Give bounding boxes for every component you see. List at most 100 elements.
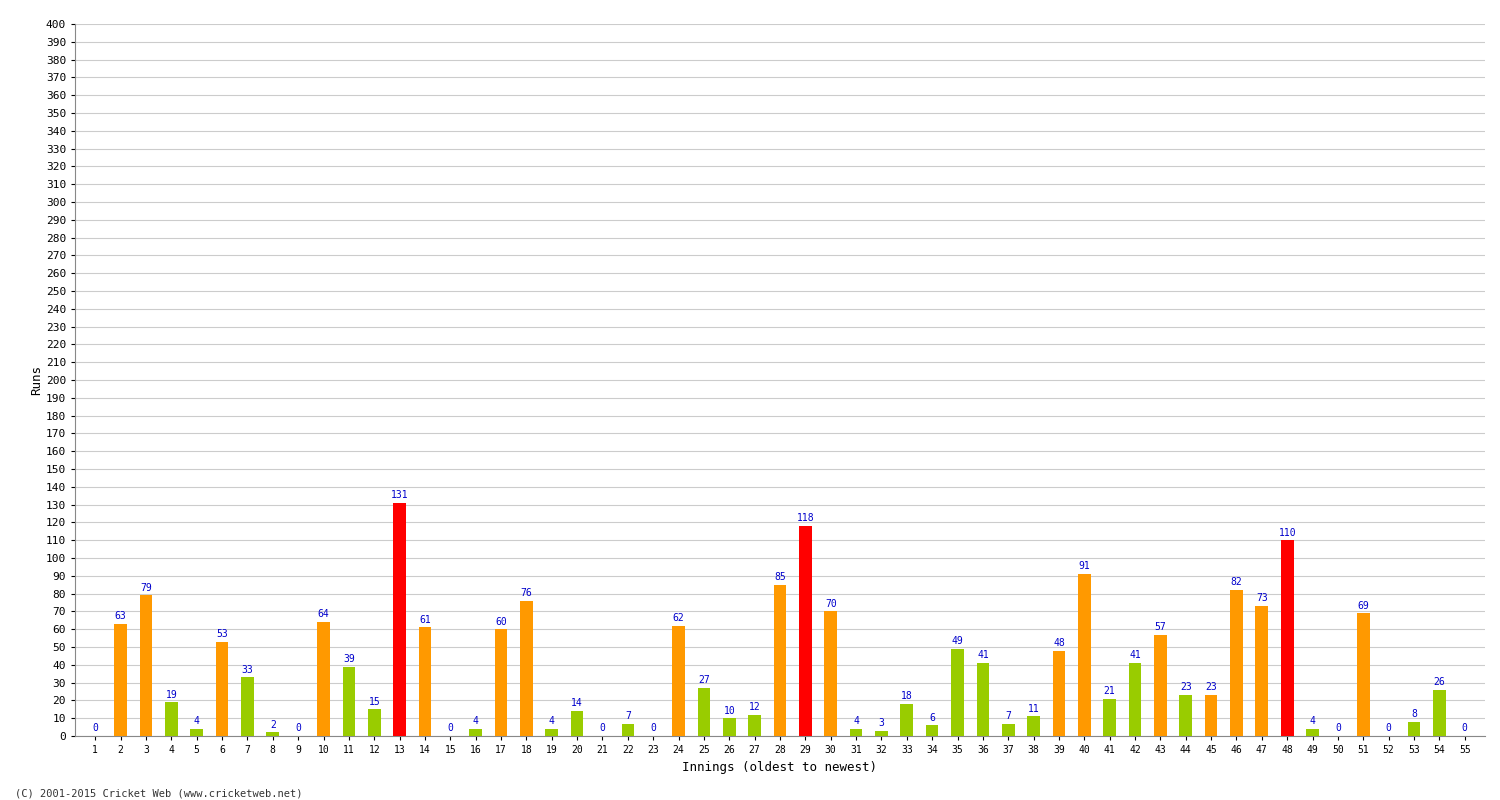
Bar	[1154, 634, 1167, 736]
Text: 4: 4	[549, 716, 555, 726]
Bar	[470, 729, 482, 736]
Text: 4: 4	[1310, 716, 1316, 726]
Text: 4: 4	[472, 716, 478, 726]
Text: 0: 0	[1386, 723, 1392, 734]
Text: 131: 131	[392, 490, 408, 500]
Text: 0: 0	[93, 723, 98, 734]
Bar	[849, 729, 862, 736]
Text: 0: 0	[600, 723, 606, 734]
Text: 19: 19	[165, 690, 177, 699]
Text: 64: 64	[318, 610, 330, 619]
Bar	[520, 601, 532, 736]
Text: 85: 85	[774, 572, 786, 582]
Bar	[723, 718, 735, 736]
Text: 3: 3	[879, 718, 885, 728]
Text: 60: 60	[495, 617, 507, 626]
Bar	[748, 714, 760, 736]
Bar	[216, 642, 228, 736]
Text: 73: 73	[1256, 594, 1268, 603]
Text: 11: 11	[1028, 704, 1039, 714]
Bar	[621, 723, 634, 736]
Bar	[419, 627, 432, 736]
Text: 41: 41	[1130, 650, 1142, 660]
Text: 49: 49	[951, 636, 963, 646]
Text: 21: 21	[1104, 686, 1116, 696]
Text: 69: 69	[1358, 601, 1370, 610]
Text: 82: 82	[1230, 578, 1242, 587]
Bar	[1256, 606, 1268, 736]
Bar	[1306, 729, 1318, 736]
Bar	[774, 585, 786, 736]
Text: 4: 4	[853, 716, 859, 726]
Text: 91: 91	[1078, 562, 1090, 571]
Text: 4: 4	[194, 716, 200, 726]
Text: 118: 118	[796, 514, 814, 523]
Bar	[242, 678, 254, 736]
Text: 0: 0	[1335, 723, 1341, 734]
Bar	[1078, 574, 1090, 736]
Bar	[495, 630, 507, 736]
Bar	[1002, 723, 1014, 736]
Bar	[342, 666, 355, 736]
Text: 27: 27	[698, 675, 709, 686]
Text: 79: 79	[140, 582, 152, 593]
Text: 23: 23	[1180, 682, 1191, 692]
Bar	[267, 733, 279, 736]
Bar	[393, 503, 406, 736]
Text: 7: 7	[1005, 711, 1011, 721]
Bar	[1128, 663, 1142, 736]
Y-axis label: Runs: Runs	[30, 365, 44, 395]
Text: 110: 110	[1278, 527, 1296, 538]
Bar	[1104, 698, 1116, 736]
Bar	[874, 730, 888, 736]
Bar	[190, 729, 202, 736]
Bar	[1204, 695, 1218, 736]
Text: 63: 63	[116, 611, 126, 621]
Text: 23: 23	[1204, 682, 1216, 692]
Text: 76: 76	[520, 588, 532, 598]
Text: (C) 2001-2015 Cricket Web (www.cricketweb.net): (C) 2001-2015 Cricket Web (www.cricketwe…	[15, 788, 303, 798]
Text: 12: 12	[748, 702, 760, 712]
Text: 0: 0	[447, 723, 453, 734]
Bar	[698, 688, 711, 736]
Text: 41: 41	[976, 650, 988, 660]
Bar	[672, 626, 686, 736]
Bar	[1028, 717, 1039, 736]
Bar	[951, 649, 964, 736]
Text: 61: 61	[419, 614, 430, 625]
Text: 14: 14	[572, 698, 584, 709]
Text: 26: 26	[1434, 677, 1444, 687]
Text: 70: 70	[825, 598, 837, 609]
Bar	[825, 611, 837, 736]
Text: 15: 15	[369, 697, 380, 706]
Bar	[114, 624, 128, 736]
Bar	[976, 663, 988, 736]
Text: 7: 7	[626, 711, 632, 721]
Text: 0: 0	[296, 723, 302, 734]
Text: 0: 0	[1462, 723, 1467, 734]
Bar	[1053, 650, 1065, 736]
Text: 6: 6	[928, 713, 934, 722]
Bar	[1230, 590, 1244, 736]
Text: 33: 33	[242, 665, 254, 674]
Bar	[1432, 690, 1446, 736]
Text: 10: 10	[723, 706, 735, 715]
Text: 62: 62	[672, 613, 684, 623]
Text: 8: 8	[1412, 709, 1418, 719]
Text: 0: 0	[651, 723, 656, 734]
Bar	[1281, 540, 1293, 736]
Bar	[140, 595, 153, 736]
Text: 53: 53	[216, 629, 228, 639]
Bar	[1179, 695, 1192, 736]
X-axis label: Innings (oldest to newest): Innings (oldest to newest)	[682, 761, 877, 774]
Bar	[800, 526, 812, 736]
Bar	[926, 726, 939, 736]
Bar	[546, 729, 558, 736]
Text: 18: 18	[902, 691, 912, 702]
Bar	[165, 702, 177, 736]
Bar	[316, 622, 330, 736]
Text: 48: 48	[1053, 638, 1065, 648]
Text: 39: 39	[344, 654, 355, 664]
Text: 2: 2	[270, 720, 276, 730]
Text: 57: 57	[1155, 622, 1167, 632]
